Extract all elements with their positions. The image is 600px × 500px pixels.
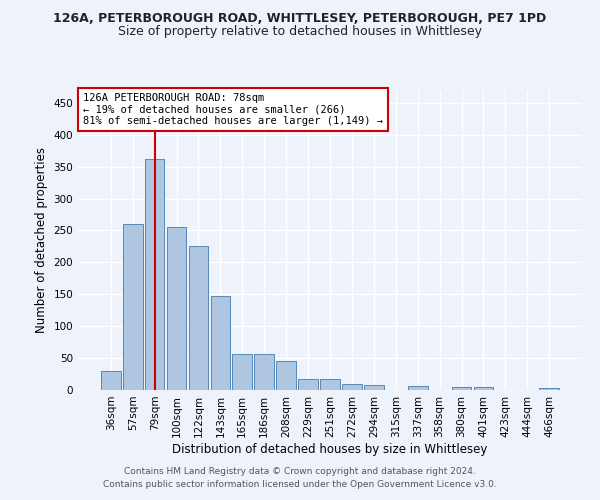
X-axis label: Distribution of detached houses by size in Whittlesey: Distribution of detached houses by size …: [172, 442, 488, 456]
Bar: [145, 159, 164, 390]
Bar: [276, 362, 296, 390]
Bar: [408, 386, 428, 390]
Bar: [364, 385, 384, 390]
Bar: [452, 388, 472, 390]
Bar: [211, 296, 230, 390]
Bar: [188, 246, 208, 390]
Text: 126A, PETERBOROUGH ROAD, WHITTLESEY, PETERBOROUGH, PE7 1PD: 126A, PETERBOROUGH ROAD, WHITTLESEY, PET…: [53, 12, 547, 26]
Bar: [232, 354, 252, 390]
Text: Contains public sector information licensed under the Open Government Licence v3: Contains public sector information licen…: [103, 480, 497, 489]
Bar: [123, 224, 143, 390]
Text: 126A PETERBOROUGH ROAD: 78sqm
← 19% of detached houses are smaller (266)
81% of : 126A PETERBOROUGH ROAD: 78sqm ← 19% of d…: [83, 93, 383, 126]
Text: Contains HM Land Registry data © Crown copyright and database right 2024.: Contains HM Land Registry data © Crown c…: [124, 467, 476, 476]
Bar: [167, 227, 187, 390]
Bar: [254, 354, 274, 390]
Bar: [473, 388, 493, 390]
Y-axis label: Number of detached properties: Number of detached properties: [35, 147, 48, 333]
Bar: [101, 371, 121, 390]
Bar: [320, 378, 340, 390]
Bar: [539, 388, 559, 390]
Bar: [298, 378, 318, 390]
Bar: [342, 384, 362, 390]
Text: Size of property relative to detached houses in Whittlesey: Size of property relative to detached ho…: [118, 25, 482, 38]
